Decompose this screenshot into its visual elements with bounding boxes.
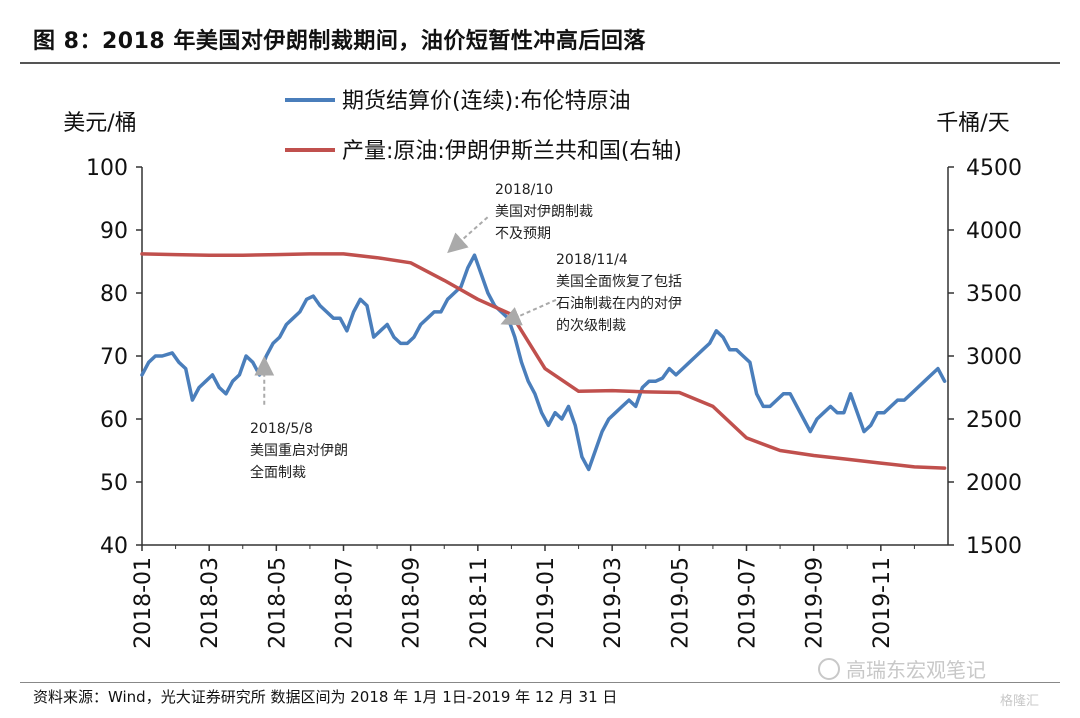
left-tick-label: 40 <box>100 534 128 559</box>
left-tick-label: 90 <box>100 219 128 244</box>
x-tick-label: 2018-11 <box>467 557 492 649</box>
x-tick-label: 2018-05 <box>265 557 290 649</box>
annotation-arrow-2 <box>447 216 489 254</box>
left-tick-label: 70 <box>100 345 128 370</box>
left-tick-label: 60 <box>100 408 128 433</box>
x-tick-label: 2018-07 <box>333 557 358 649</box>
left-axis-unit: 美元/桶 <box>63 111 136 136</box>
annotation-3-line: 的次级制裁 <box>556 318 626 334</box>
annotation-3-line: 美国全面恢复了包括 <box>556 273 682 290</box>
right-tick-label: 3500 <box>966 282 1022 307</box>
annotation-3-line: 2018/11/4 <box>556 252 628 268</box>
wechat-logo-icon <box>818 657 840 680</box>
right-tick-label: 4500 <box>966 156 1022 181</box>
annotation-2-line: 美国对伊朗制裁 <box>495 204 593 220</box>
annotation-1-line: 全面制裁 <box>250 464 306 481</box>
data-source-note: 资料来源：Wind，光大证券研究所 数据区间为 2018 年 1月 1日-201… <box>33 688 618 706</box>
title-divider <box>20 62 1060 64</box>
chart-title: 图 8：2018 年美国对伊朗制裁期间，油价短暂性冲高后回落 <box>33 29 646 54</box>
annotation-2-line: 2018/10 <box>495 182 553 198</box>
left-tick-label: 100 <box>86 156 128 181</box>
x-tick-label: 2019-09 <box>803 557 828 649</box>
x-tick-label: 2019-01 <box>534 557 559 649</box>
x-tick-label: 2018-09 <box>400 557 425 649</box>
x-tick-label: 2019-11 <box>870 557 895 649</box>
right-tick-label: 2500 <box>966 408 1022 433</box>
x-tick-label: 2018-01 <box>131 557 156 649</box>
legend-label-2: 产量:原油:伊朗伊斯兰共和国(右轴) <box>342 139 682 164</box>
footer-divider <box>20 682 1060 683</box>
right-axis-unit: 千桶/天 <box>936 111 1009 136</box>
right-tick-label: 1500 <box>966 534 1022 559</box>
annotation-arrow-3 <box>500 298 557 326</box>
x-tick-label: 2019-03 <box>601 557 626 649</box>
left-tick-label: 80 <box>100 282 128 307</box>
x-tick-label: 2018-03 <box>198 557 223 649</box>
line-chart: 100 90 80 70 60 50 40 4500 4000 3500 3000 2500 2000 1… <box>63 89 1022 649</box>
legend-label-1: 期货结算价(连续):布伦特原油 <box>342 89 631 114</box>
annotation-1-line: 美国重启对伊朗 <box>250 443 348 459</box>
x-tick-label: 2019-07 <box>736 557 761 649</box>
right-tick-label: 3000 <box>966 345 1022 370</box>
watermark-secondary: 格隆汇 <box>1000 694 1040 709</box>
watermark: 高瑞东宏观笔记 <box>818 654 986 683</box>
x-tick-label: 2019-05 <box>668 557 693 649</box>
series-line-1 <box>140 253 947 472</box>
annotation-3-line: 石油制裁在内的对伊 <box>556 296 682 312</box>
annotation-2-line: 不及预期 <box>495 226 551 242</box>
right-tick-label: 2000 <box>966 471 1022 496</box>
left-tick-label: 50 <box>100 471 128 496</box>
watermark-text: 高瑞东宏观笔记 <box>846 658 986 682</box>
right-tick-label: 4000 <box>966 219 1022 244</box>
annotation-1-line: 2018/5/8 <box>250 421 313 437</box>
